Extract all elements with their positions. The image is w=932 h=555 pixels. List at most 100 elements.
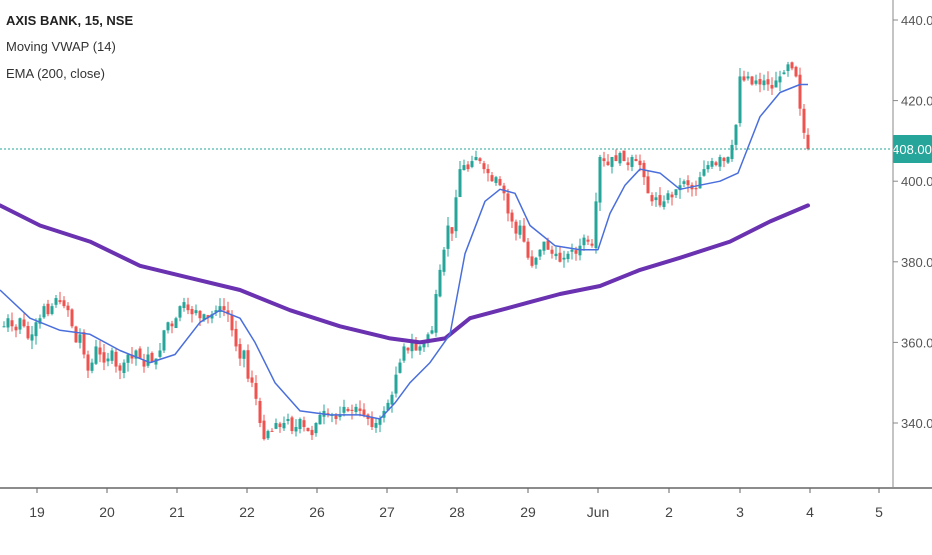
candle-body [74,326,78,343]
candle-body [278,423,282,428]
candle-body [222,306,226,311]
candle-body [570,249,574,252]
x-tick-label: 29 [520,504,536,520]
candle-body [510,212,514,222]
candle-body [550,249,554,254]
candle-body [802,108,806,133]
candle-body [494,177,498,183]
candle-body [186,304,190,311]
candle-body [478,158,482,162]
candle-body [182,302,186,309]
candle-body [658,195,662,206]
candle-body [294,427,298,432]
candle-body [230,314,234,331]
candle-body [10,320,14,327]
candle-body [554,253,558,257]
candle-body [798,74,802,109]
candle-body [134,350,138,359]
candle-body [434,294,438,333]
candle-body [254,382,258,399]
candle-body [506,193,510,214]
candle-body [542,241,546,251]
candle-body [110,350,114,361]
candle-body [754,80,758,84]
candle-body [702,169,706,176]
candle-body [666,193,670,200]
candle-body [210,314,214,319]
candle-body [334,414,338,419]
candle-body [662,201,666,207]
candle-body [286,418,290,422]
candle-body [38,318,42,324]
candle-body [762,80,766,86]
candle-body [766,79,770,85]
vwap-line [0,83,808,420]
candle-body [226,310,230,315]
candle-body [502,185,506,194]
candle-body [234,328,238,347]
candle-body [214,310,218,313]
ema-line [0,203,810,345]
indicator-vwap-label[interactable]: Moving VWAP (14) [6,39,116,54]
x-tick-label: 19 [29,504,45,520]
candle-body [122,362,126,373]
candle-body [526,241,530,258]
candle-body [638,160,642,166]
x-tick-label: 20 [99,504,115,520]
candle-body [538,249,542,257]
candle-body [6,318,10,328]
candle-body [202,314,206,321]
candle-body [730,144,734,159]
candle-body [362,409,366,415]
candle-body [118,365,122,371]
candle-body [354,406,358,412]
candle-body [406,347,410,351]
candle-body [246,350,250,379]
candle-body [594,201,598,249]
candle-body [394,374,398,394]
candle-body [530,256,534,266]
candle-body [470,161,474,167]
y-tick-label: 340.00 [901,416,932,431]
x-tick-label: 4 [806,504,814,520]
candle-body [598,157,602,203]
candle-body [582,237,586,246]
candle-body [34,322,38,337]
candle-body [138,348,142,359]
candle-body [250,377,254,383]
candle-body [430,330,434,334]
x-axis: 19 20 21 22 26 27 28 29 Jun 2 3 4 5 [0,487,932,520]
indicator-ema-label[interactable]: EMA (200, close) [6,66,105,81]
candle-body [486,168,490,174]
candle-body [42,306,46,318]
y-tick-label: 380.00 [901,255,932,270]
candle-body [742,76,746,81]
candle-body [558,252,562,262]
candle-body [590,243,594,246]
candle-body [370,416,374,428]
candle-body [66,305,70,311]
candle-body [518,225,522,235]
y-tick-label: 400.00 [901,174,932,189]
candle-body [402,346,406,361]
candle-body [302,420,306,428]
candle-body [670,194,674,198]
candle-body [18,318,22,330]
candle-body [758,79,762,85]
candle-body [398,362,402,373]
candle-body [630,157,634,167]
candle-body [146,354,150,366]
x-tick-label: 27 [379,504,395,520]
candle-body [174,318,178,329]
candle-body [466,164,470,170]
candle-body [606,161,610,166]
candle-body [438,269,442,297]
candle-body [314,423,318,434]
candle-body [170,323,174,327]
candle-body [290,417,294,432]
candlestick-group [2,61,810,441]
candle-body [634,158,638,162]
candle-body [566,253,570,260]
